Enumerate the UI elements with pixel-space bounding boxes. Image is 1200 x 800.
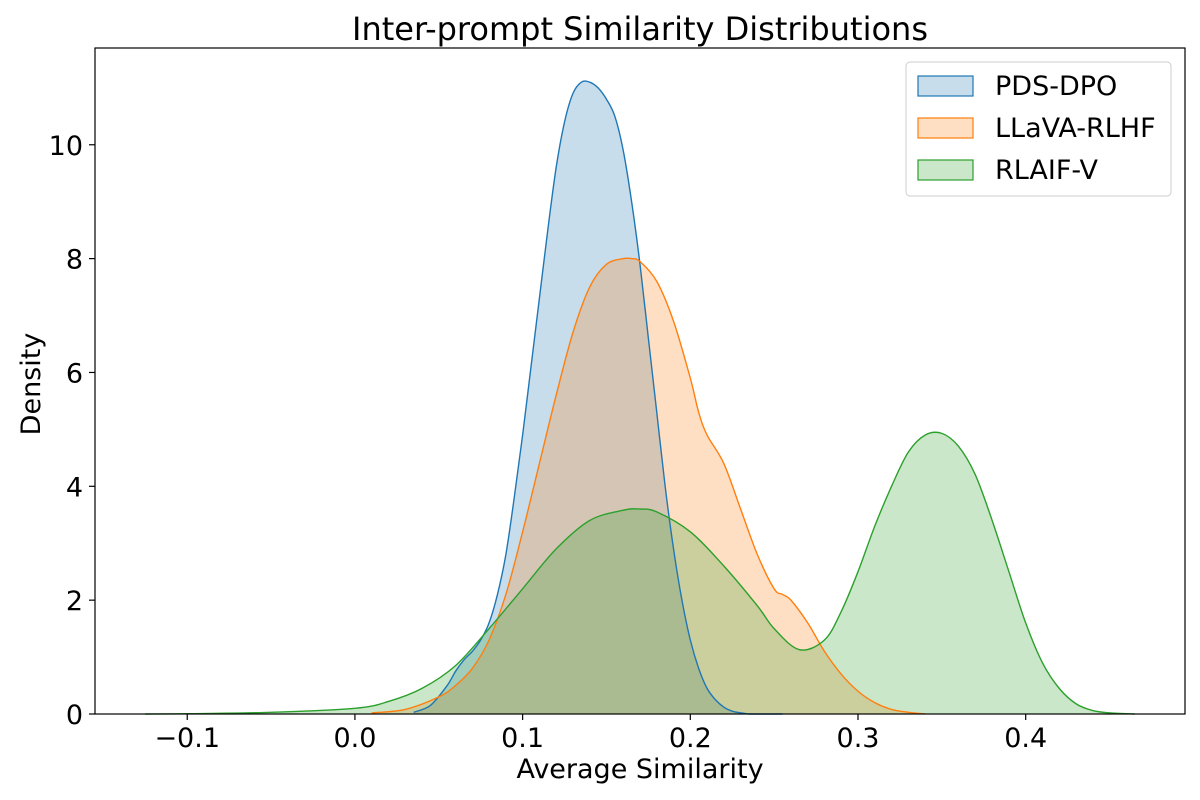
line-llava-rlhf — [371, 257, 926, 715]
y-tick-label: 0 — [66, 700, 83, 731]
y-tick-label: 10 — [49, 131, 83, 162]
x-tick-label: 0.0 — [333, 723, 376, 754]
x-tick-label: 0.4 — [1004, 723, 1047, 754]
legend-swatch-llava-rlhf — [917, 117, 974, 139]
area-rlaif-v — [145, 432, 1135, 714]
y-tick-label: 4 — [66, 472, 83, 503]
legend-label-pds-dpo: PDS-DPO — [995, 71, 1117, 102]
x-tick-label: 0.3 — [837, 723, 880, 754]
y-tick-label: 8 — [66, 245, 83, 276]
legend-label-llava-rlhf: LLaVA-RLHF — [995, 113, 1156, 144]
legend-swatch-rlaif-v — [917, 159, 974, 181]
x-tick-label: −0.1 — [154, 723, 220, 754]
area-llava-rlhf — [371, 258, 926, 714]
x-tick-label: 0.2 — [669, 723, 712, 754]
y-tick-label: 2 — [66, 586, 83, 617]
legend-label-rlaif-v: RLAIF-V — [995, 155, 1099, 186]
y-axis-ticks: 0 2 4 6 8 10 — [49, 131, 95, 731]
plot-frame — [94, 47, 1186, 715]
legend-swatch-pds-dpo — [917, 75, 974, 97]
x-axis-ticks: −0.1 0.0 0.1 0.2 0.3 0.4 — [154, 714, 1047, 754]
y-tick-label: 6 — [66, 358, 83, 389]
chart-title: Inter-prompt Similarity Distributions — [352, 10, 928, 48]
x-axis-label: Average Similarity — [516, 754, 763, 785]
y-axis-label: Density — [16, 333, 47, 436]
legend: PDS-DPO LLaVA-RLHF RLAIF-V — [905, 61, 1172, 197]
x-tick-label: 0.1 — [501, 723, 544, 754]
line-pds-dpo — [413, 80, 783, 715]
line-rlaif-v — [145, 431, 1135, 715]
density-lines — [145, 80, 1135, 715]
